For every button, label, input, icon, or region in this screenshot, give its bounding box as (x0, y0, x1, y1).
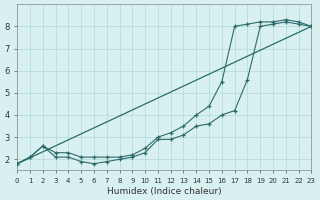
X-axis label: Humidex (Indice chaleur): Humidex (Indice chaleur) (107, 187, 222, 196)
